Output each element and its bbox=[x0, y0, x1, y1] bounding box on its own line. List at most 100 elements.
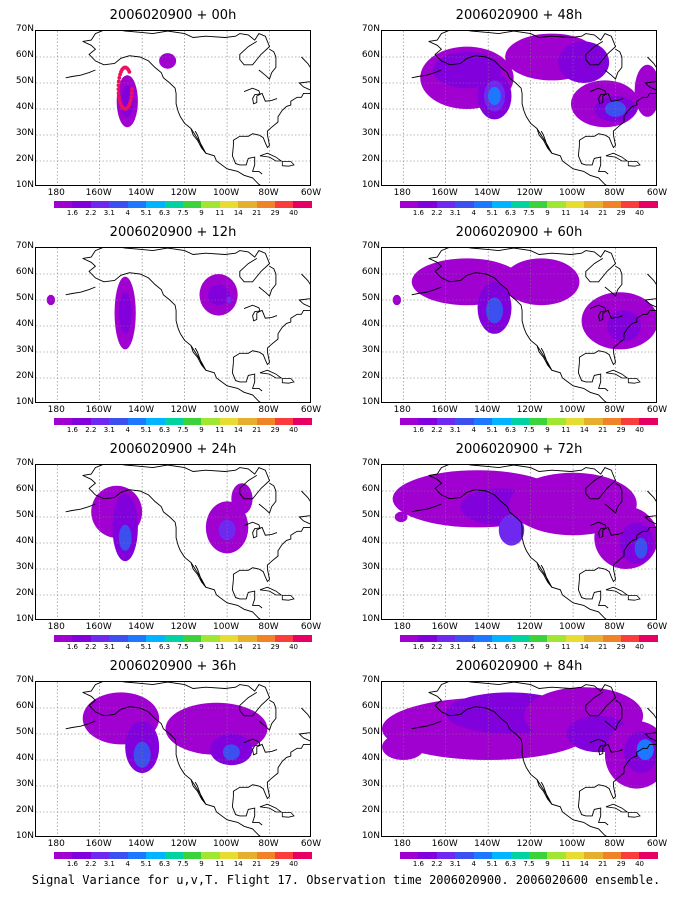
color-scale-cell bbox=[418, 418, 437, 425]
panel-title: 2006020900 + 84h bbox=[455, 659, 583, 674]
color-scale-label: 5.1 bbox=[140, 860, 152, 868]
color-scale-cell bbox=[547, 635, 566, 642]
color-scale-cell bbox=[164, 852, 183, 859]
color-scale-cell bbox=[400, 201, 419, 208]
island-outline bbox=[627, 812, 641, 818]
panel-title: 2006020900 + 60h bbox=[455, 225, 583, 240]
color-scale-cell bbox=[238, 201, 257, 208]
longitude-label: 60W bbox=[646, 839, 668, 849]
color-scale-label: 7.5 bbox=[523, 209, 535, 217]
coastline bbox=[411, 503, 442, 513]
map-frame bbox=[35, 681, 311, 837]
longitude-label: 180 bbox=[393, 839, 411, 849]
color-scale-label: 29 bbox=[616, 860, 626, 868]
coastline bbox=[82, 682, 271, 717]
coastline bbox=[577, 796, 609, 826]
color-scale-label: 14 bbox=[233, 860, 243, 868]
color-scale-label: 40 bbox=[635, 860, 645, 868]
color-scale-cell bbox=[54, 852, 73, 859]
color-scale-label: 2.2 bbox=[431, 209, 443, 217]
coastline bbox=[577, 145, 609, 175]
island-outline bbox=[259, 152, 283, 162]
latitude-label: 60N bbox=[361, 701, 380, 711]
longitude-label: 180 bbox=[47, 188, 65, 198]
latitude-label: 30N bbox=[361, 779, 380, 789]
color-scale-label: 7.5 bbox=[523, 860, 535, 868]
color-scale-cell bbox=[256, 418, 276, 425]
color-scale-cell bbox=[528, 635, 548, 642]
longitude-label: 180 bbox=[393, 405, 411, 415]
coastline bbox=[243, 304, 278, 322]
variance-contour bbox=[159, 53, 177, 69]
observation-point bbox=[127, 101, 132, 106]
color-scale-label: 5.1 bbox=[140, 426, 152, 434]
longitude-label: 140W bbox=[474, 405, 501, 415]
panel-title: 2006020900 + 12h bbox=[109, 225, 237, 240]
color-scale-label: 5.1 bbox=[486, 426, 498, 434]
color-scale-cell bbox=[164, 635, 183, 642]
latitude-label: 40N bbox=[361, 319, 380, 329]
color-scale-label: 9 bbox=[199, 209, 204, 217]
longitude-label: 140W bbox=[128, 839, 155, 849]
color-scale-label: 4 bbox=[125, 860, 130, 868]
color-scale bbox=[400, 635, 658, 642]
map-panel: 2006020900 + 12h 70N 60N 50N 40N 30N 20N 10N 180… bbox=[0, 217, 346, 434]
longitude-label: 80W bbox=[258, 188, 279, 198]
coastline bbox=[65, 286, 96, 296]
observation-point bbox=[116, 79, 121, 84]
color-scale-label: 4 bbox=[471, 643, 476, 651]
coastline bbox=[231, 579, 263, 609]
map-panel: 2006020900 + 48h 70N 60N 50N 40N 30N 20N 10N 180… bbox=[346, 0, 692, 217]
color-scale-label: 3.1 bbox=[449, 860, 461, 868]
color-scale-label: 40 bbox=[289, 426, 299, 434]
coastline bbox=[577, 579, 609, 609]
coastline bbox=[411, 69, 442, 79]
latitude-label: 70N bbox=[15, 458, 34, 468]
longitude-label: 160W bbox=[85, 839, 112, 849]
observation-point bbox=[117, 98, 122, 103]
longitude-label: 80W bbox=[604, 622, 625, 632]
color-scale-label: 21 bbox=[598, 209, 608, 217]
color-scale-cell bbox=[510, 852, 529, 859]
color-scale-cell bbox=[418, 635, 437, 642]
color-scale-cell bbox=[219, 635, 239, 642]
color-scale-cell bbox=[565, 635, 585, 642]
latitude-label: 70N bbox=[15, 241, 34, 251]
longitude-label: 180 bbox=[47, 839, 65, 849]
coastline bbox=[428, 40, 607, 185]
color-scale bbox=[54, 852, 312, 859]
color-scale-cell bbox=[146, 201, 165, 208]
color-scale-label: 6.3 bbox=[504, 860, 517, 868]
latitude-label: 50N bbox=[15, 76, 34, 86]
latitude-label: 40N bbox=[15, 536, 34, 546]
color-scale-label: 29 bbox=[270, 860, 280, 868]
color-scale-label: 9 bbox=[545, 643, 550, 651]
longitude-label: 140W bbox=[128, 188, 155, 198]
coastline bbox=[577, 362, 609, 392]
color-scale-label: 21 bbox=[252, 860, 262, 868]
color-scale-label: 29 bbox=[270, 209, 280, 217]
color-scale-cell bbox=[72, 852, 91, 859]
latitude-label: 10N bbox=[15, 831, 34, 841]
island-outline bbox=[605, 152, 629, 162]
color-scale-cell bbox=[293, 635, 312, 642]
color-scale-label: 14 bbox=[579, 209, 589, 217]
color-scale-label: 9 bbox=[199, 860, 204, 868]
color-scale-cell bbox=[54, 635, 73, 642]
color-scale-cell bbox=[528, 852, 548, 859]
color-scale-cell bbox=[238, 418, 257, 425]
color-scale-cell bbox=[146, 418, 165, 425]
color-scale-label: 9 bbox=[199, 426, 204, 434]
color-scale-label: 3.1 bbox=[449, 209, 461, 217]
latitude-label: 60N bbox=[361, 50, 380, 60]
color-scale-label: 21 bbox=[598, 426, 608, 434]
observation-point bbox=[129, 94, 134, 99]
longitude-label: 80W bbox=[258, 405, 279, 415]
color-scale-labels: 1.6 2.2 3.1 4 5.1 6.3 7.5 9 11 14 21 29 40 bbox=[54, 426, 312, 435]
color-scale-label: 29 bbox=[616, 426, 626, 434]
coastline bbox=[604, 482, 623, 514]
island-outline bbox=[281, 161, 295, 167]
color-scale-label: 40 bbox=[635, 426, 645, 434]
color-scale-label: 6.3 bbox=[158, 860, 171, 868]
color-scale-cell bbox=[621, 852, 640, 859]
